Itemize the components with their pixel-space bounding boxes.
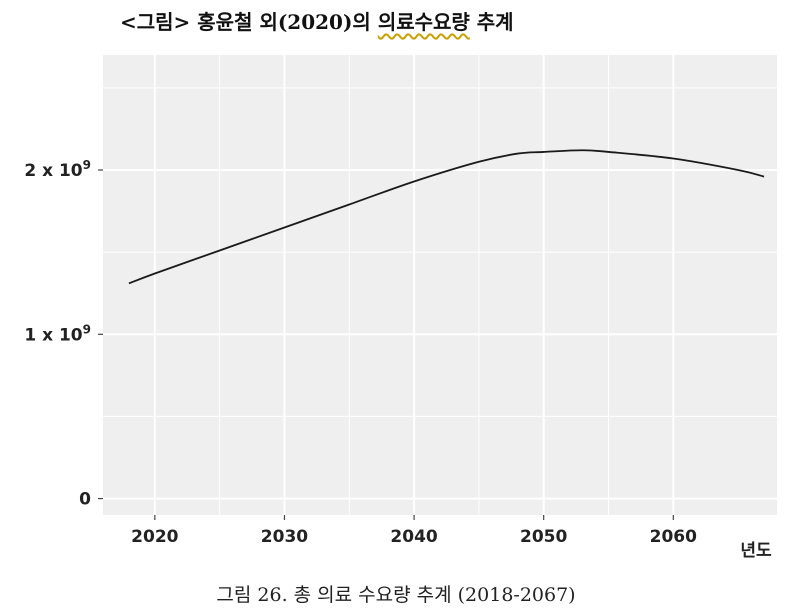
- header-prefix: <그림> 홍윤철 외(2020)의: [120, 10, 371, 34]
- x-tick-label: 2030: [261, 527, 308, 547]
- plot-panel: [103, 55, 777, 515]
- y-tick-label: 0: [79, 490, 91, 510]
- x-axis-label: 년도: [740, 541, 772, 561]
- x-tick-label: 2050: [520, 527, 567, 547]
- x-tick-label: 2060: [650, 527, 697, 547]
- grid-major: [103, 55, 777, 515]
- series-line: [128, 149, 765, 285]
- header-suffix: 추계: [476, 10, 514, 34]
- x-axis: 2020 2030 2040 2050 2060: [131, 515, 697, 547]
- series-group: [128, 149, 765, 285]
- header-underlined: 의료수요량: [377, 10, 470, 34]
- y-tick-label: 1 x 109: [24, 322, 91, 345]
- figure-header: <그림> 홍윤철 외(2020)의 의료수요량 추계: [120, 6, 514, 35]
- x-tick-label: 2040: [390, 527, 437, 547]
- x-tick-label: 2020: [131, 527, 178, 547]
- y-axis: 0 1 x 109 2 x 109: [24, 158, 103, 510]
- figure-caption: 그림 26. 총 의료 수요량 추계 (2018-2067): [216, 584, 576, 606]
- grid-minor: [103, 55, 777, 515]
- y-tick-label: 2 x 109: [24, 158, 91, 181]
